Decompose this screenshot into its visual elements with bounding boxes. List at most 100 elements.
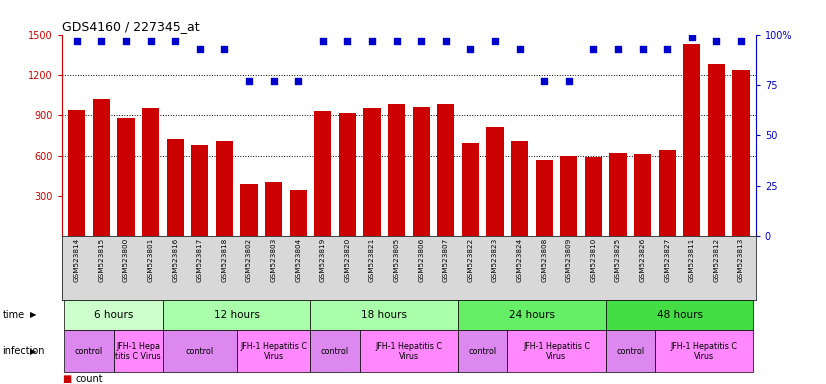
Text: control: control [468,347,496,356]
Point [538,78,551,84]
Bar [388,104,406,236]
Bar [240,184,258,236]
Bar [93,99,110,236]
Point [144,38,157,44]
Point [70,38,83,44]
Bar [658,150,676,236]
Bar [290,190,306,236]
Bar [733,70,750,236]
Text: GSM523813: GSM523813 [738,237,744,282]
Point [95,38,108,44]
Text: GSM523821: GSM523821 [369,237,375,282]
Bar [535,160,553,236]
Text: GSM523815: GSM523815 [98,237,104,282]
Point [169,38,182,44]
Text: GSM523801: GSM523801 [148,237,154,282]
Text: 6 hours: 6 hours [94,310,133,320]
Text: GSM523814: GSM523814 [74,237,80,282]
Text: GSM523806: GSM523806 [418,237,425,282]
Text: GSM523809: GSM523809 [566,237,572,282]
Bar [511,141,528,236]
Bar [363,109,381,236]
Bar [412,107,430,236]
Text: ■: ■ [62,374,71,384]
Text: JFH-1 Hepa
titis C Virus: JFH-1 Hepa titis C Virus [116,342,161,361]
Text: GSM523818: GSM523818 [221,237,227,282]
Text: JFH-1 Hepatitis C
Virus: JFH-1 Hepatitis C Virus [671,342,738,361]
Point [193,46,206,52]
Bar [683,44,700,236]
Text: GSM523825: GSM523825 [615,237,621,282]
Text: control: control [186,347,214,356]
Bar [314,111,331,236]
Point [218,46,231,52]
Text: GSM523804: GSM523804 [295,237,301,282]
Text: 12 hours: 12 hours [214,310,259,320]
Text: JFH-1 Hepatitis C
Virus: JFH-1 Hepatitis C Virus [375,342,443,361]
Text: GSM523826: GSM523826 [639,237,646,282]
Point [365,38,378,44]
Text: GSM523822: GSM523822 [468,237,473,282]
Text: count: count [75,374,102,384]
Point [390,38,403,44]
Point [611,46,624,52]
Text: GSM523823: GSM523823 [492,237,498,282]
Text: GSM523816: GSM523816 [172,237,178,282]
Bar [117,118,135,236]
Text: control: control [321,347,349,356]
Point [463,46,477,52]
Text: GSM523811: GSM523811 [689,237,695,282]
Bar [142,109,159,236]
Text: time: time [2,310,25,320]
Text: GSM523819: GSM523819 [320,237,325,282]
Text: 48 hours: 48 hours [657,310,703,320]
Bar [437,104,454,236]
Point [316,38,330,44]
Text: infection: infection [2,346,45,356]
Text: ▶: ▶ [30,347,36,356]
Text: GDS4160 / 227345_at: GDS4160 / 227345_at [62,20,200,33]
Point [267,78,280,84]
Text: GSM523802: GSM523802 [246,237,252,282]
Point [586,46,600,52]
Bar [610,153,627,236]
Text: GSM523827: GSM523827 [664,237,670,282]
Point [636,46,649,52]
Bar [68,110,85,236]
Bar [560,156,577,236]
Bar [462,144,479,236]
Point [242,78,255,84]
Point [710,38,723,44]
Point [341,38,354,44]
Text: GSM523805: GSM523805 [393,237,400,282]
Text: GSM523807: GSM523807 [443,237,449,282]
Point [488,38,501,44]
Point [734,38,748,44]
Point [661,46,674,52]
Text: GSM523820: GSM523820 [344,237,350,282]
Text: JFH-1 Hepatitis C
Virus: JFH-1 Hepatitis C Virus [523,342,590,361]
Text: control: control [616,347,644,356]
Point [119,38,132,44]
Bar [167,139,183,236]
Text: control: control [75,347,103,356]
Point [439,38,453,44]
Text: GSM523803: GSM523803 [271,237,277,282]
Point [686,33,699,40]
Text: GSM523800: GSM523800 [123,237,129,282]
Bar [191,145,208,236]
Bar [708,64,725,236]
Bar [339,113,356,236]
Text: ▶: ▶ [30,310,36,319]
Bar [487,127,504,236]
Text: GSM523817: GSM523817 [197,237,202,282]
Text: JFH-1 Hepatitis C
Virus: JFH-1 Hepatitis C Virus [240,342,307,361]
Point [513,46,526,52]
Text: GSM523810: GSM523810 [591,237,596,282]
Bar [634,154,651,236]
Point [563,78,576,84]
Text: 24 hours: 24 hours [509,310,555,320]
Text: 18 hours: 18 hours [361,310,407,320]
Bar [585,157,602,236]
Bar [265,182,282,236]
